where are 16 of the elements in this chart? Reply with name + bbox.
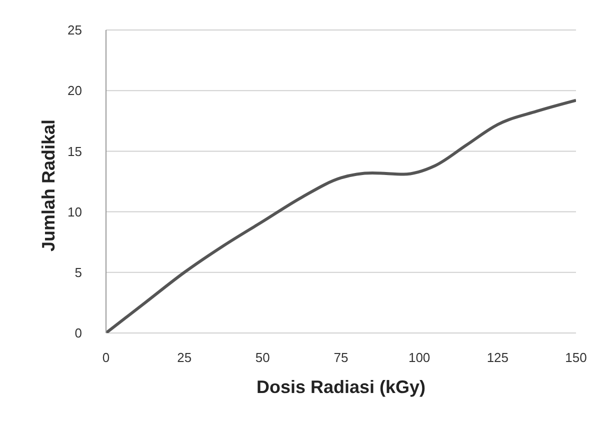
x-axis-title: Dosis Radiasi (kGy) bbox=[256, 377, 426, 397]
x-tick-label: 0 bbox=[102, 350, 110, 366]
x-tick-label: 100 bbox=[408, 350, 430, 366]
x-tick-label: 50 bbox=[255, 350, 270, 366]
y-tick-label: 10 bbox=[68, 204, 82, 220]
y-tick-label: 0 bbox=[74, 326, 82, 341]
y-tick-label: 20 bbox=[68, 83, 82, 98]
x-tick-label: 150 bbox=[565, 350, 587, 366]
y-tick-label: 15 bbox=[68, 144, 82, 159]
x-tick-label: 75 bbox=[334, 350, 348, 366]
y-axis-title: Jumlah Radikal bbox=[38, 119, 58, 252]
line-series bbox=[106, 98, 576, 333]
y-tick-label: 5 bbox=[74, 265, 82, 280]
x-tick-label: 125 bbox=[486, 350, 509, 366]
x-tick-label: 25 bbox=[177, 350, 192, 366]
y-tick-label: 25 bbox=[68, 22, 82, 38]
